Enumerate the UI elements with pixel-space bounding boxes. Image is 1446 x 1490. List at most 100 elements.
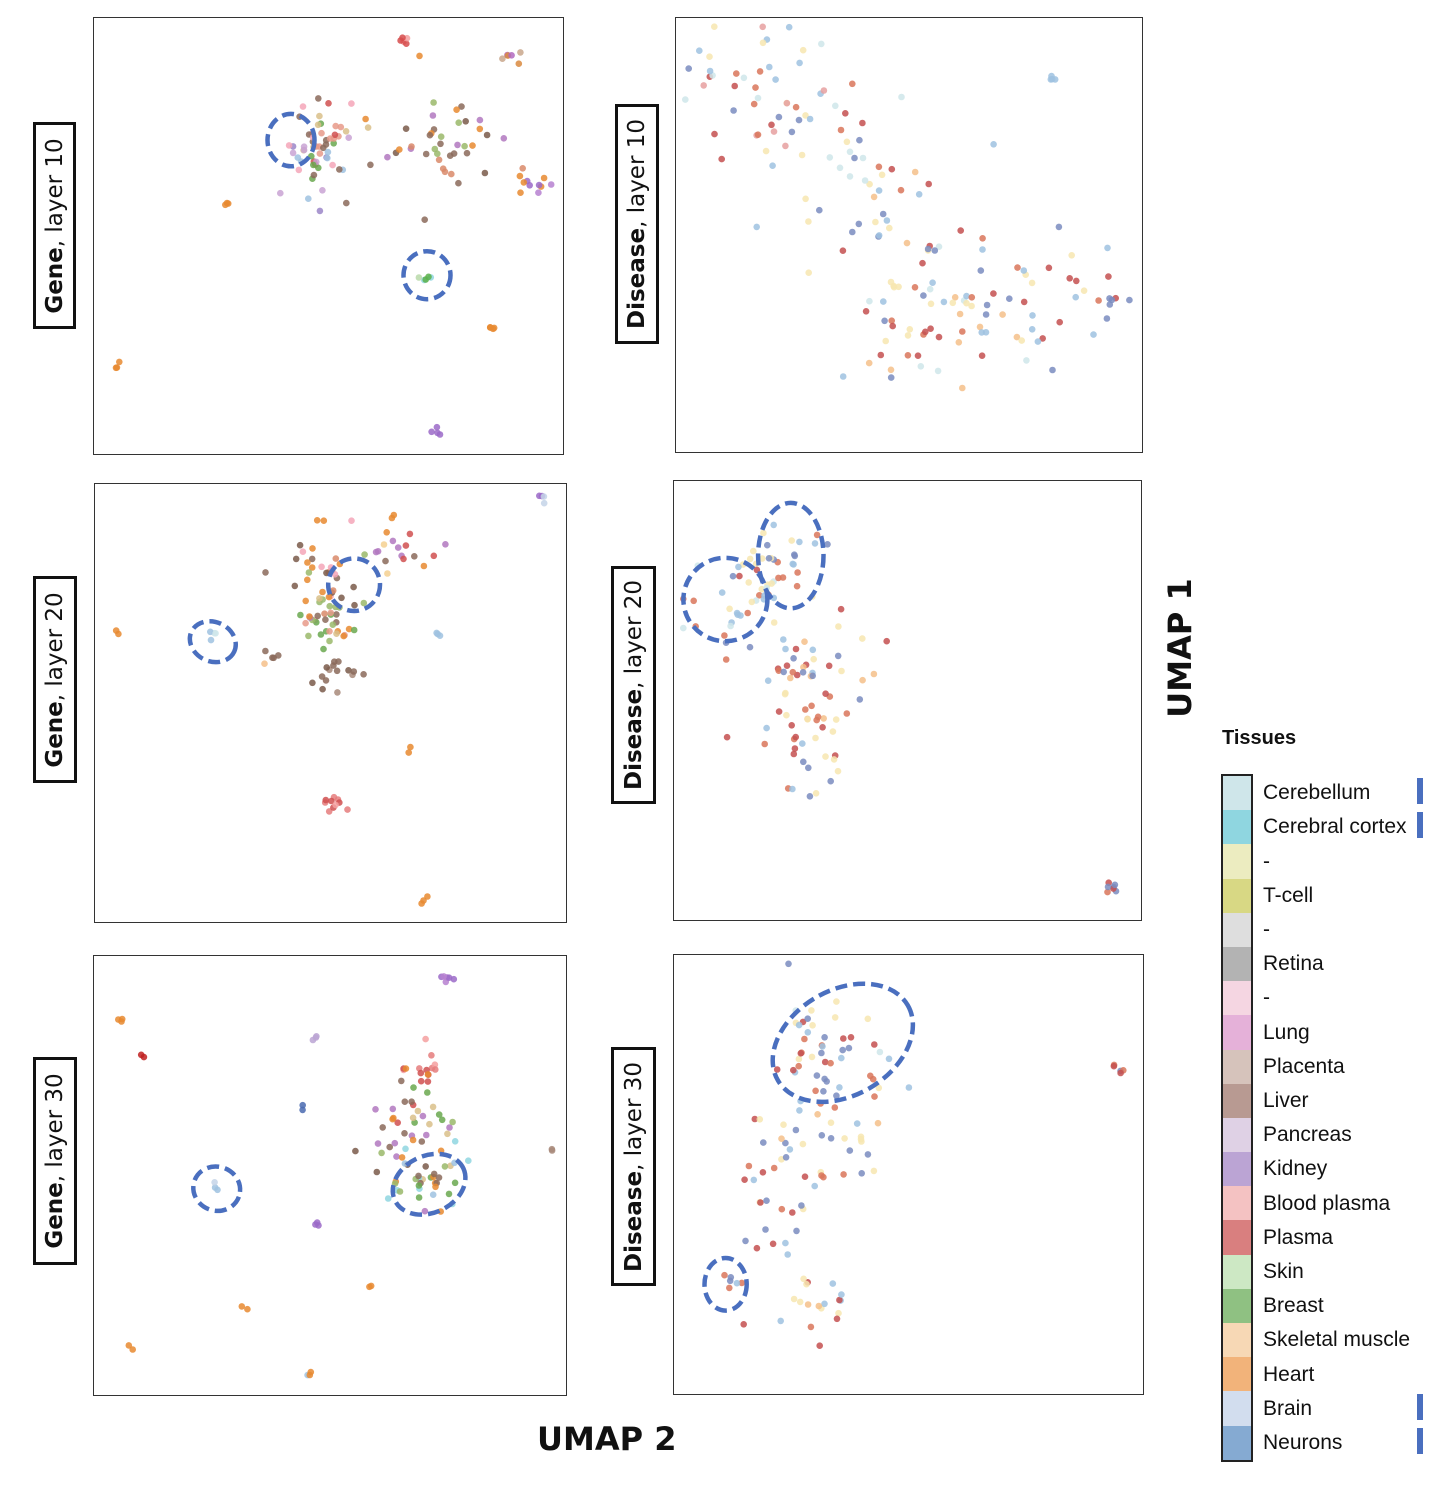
scatter-point (795, 116, 803, 124)
scatter-point (737, 612, 744, 619)
scatter-point (1006, 295, 1013, 303)
scatter-point (315, 164, 322, 172)
scatter-point (445, 974, 453, 981)
scatter-point (372, 548, 380, 556)
scatter-point (432, 1066, 439, 1073)
scatter-point (887, 366, 895, 374)
scatter-point (784, 1251, 791, 1258)
scatter-point (829, 1280, 837, 1287)
label-rest: , layer 30 (620, 1061, 647, 1171)
legend-swatch (1223, 1288, 1251, 1323)
scatter-point (963, 292, 970, 300)
scatter-point (935, 243, 943, 250)
highlight-ellipse (325, 556, 383, 614)
scatter-point (297, 611, 304, 619)
scatter-point (731, 82, 738, 90)
scatter-point (775, 113, 783, 121)
scatter-point (825, 662, 833, 670)
scatter-point (302, 597, 309, 605)
scatter-point (721, 632, 728, 639)
scatter-point (318, 673, 326, 680)
highlight-ellipse (401, 248, 453, 302)
scatter-point (300, 146, 308, 154)
scatter-point (906, 326, 914, 333)
scatter-point (754, 94, 762, 102)
scatter-point (535, 181, 543, 189)
scatter-point (978, 329, 985, 336)
scatter-point (361, 551, 368, 558)
scatter-point (309, 679, 316, 687)
scatter-point (304, 576, 311, 584)
scatter-point (706, 67, 714, 75)
scatter-point (782, 645, 789, 653)
scatter-point (305, 569, 313, 576)
legend-highlight-marker (1417, 1393, 1423, 1420)
scatter-point (806, 793, 814, 800)
scatter-point (458, 103, 465, 110)
scatter-point (790, 1066, 797, 1074)
scatter-point (870, 670, 878, 678)
scatter-point (977, 267, 985, 274)
scatter-point (885, 1055, 893, 1063)
scatter-point (762, 147, 770, 155)
scatter-point (904, 332, 912, 339)
scatter-point (839, 247, 847, 254)
scatter-point (911, 168, 919, 176)
scatter-point (1028, 326, 1036, 333)
scatter-point (780, 636, 787, 643)
scatter-point (1049, 366, 1056, 374)
scatter-point (837, 605, 845, 613)
scatter-panel-gene-layer10 (93, 17, 564, 455)
scatter-point (807, 1323, 815, 1331)
scatter-point (407, 743, 414, 751)
scatter-point (837, 126, 845, 134)
scatter-point (408, 1098, 415, 1105)
scatter-plot (680, 500, 1120, 896)
scatter-point (402, 1145, 409, 1153)
scatter-point (1068, 252, 1075, 259)
scatter-point (316, 595, 323, 602)
scatter-point (285, 142, 293, 149)
scatter-point (821, 1034, 828, 1041)
scatter-point (834, 767, 842, 775)
scatter-point (883, 637, 890, 645)
scatter-point (832, 102, 839, 110)
scatter-point (862, 308, 870, 315)
scatter-point (738, 1279, 746, 1287)
scatter-point (756, 1116, 764, 1123)
scatter-point (445, 1190, 453, 1198)
legend-label: Pancreas (1263, 1123, 1352, 1147)
scatter-point (831, 1014, 839, 1021)
scatter-point (835, 1309, 842, 1317)
scatter-point (441, 168, 449, 176)
scatter-point (729, 572, 737, 580)
scatter-point (851, 154, 858, 162)
legend-swatch (1223, 1152, 1251, 1187)
scatter-point (320, 144, 327, 152)
scatter-point (1106, 301, 1114, 308)
scatter-point (746, 555, 754, 563)
scatter-point (796, 1298, 804, 1306)
scatter-point (748, 598, 756, 606)
scatter-point (389, 1105, 397, 1113)
scatter-point (299, 1106, 306, 1114)
scatter-plot (112, 492, 548, 907)
scatter-point (426, 131, 434, 139)
scatter-point (759, 39, 767, 47)
scatter-point (793, 1227, 800, 1235)
scatter-point (800, 758, 807, 766)
scatter-point (320, 517, 328, 524)
scatter-point (330, 662, 337, 669)
scatter-point (756, 592, 763, 599)
scatter-point (451, 1179, 459, 1187)
scatter-point (788, 537, 795, 544)
scatter-point (820, 1088, 827, 1095)
scatter-point (801, 1035, 808, 1043)
label-rest: , layer 10 (624, 119, 650, 228)
scatter-point (718, 155, 725, 163)
scatter-point (924, 245, 932, 253)
scatter-point (822, 690, 829, 697)
scatter-point (968, 302, 975, 310)
scatter-point (811, 540, 819, 547)
scatter-point (836, 1296, 843, 1304)
